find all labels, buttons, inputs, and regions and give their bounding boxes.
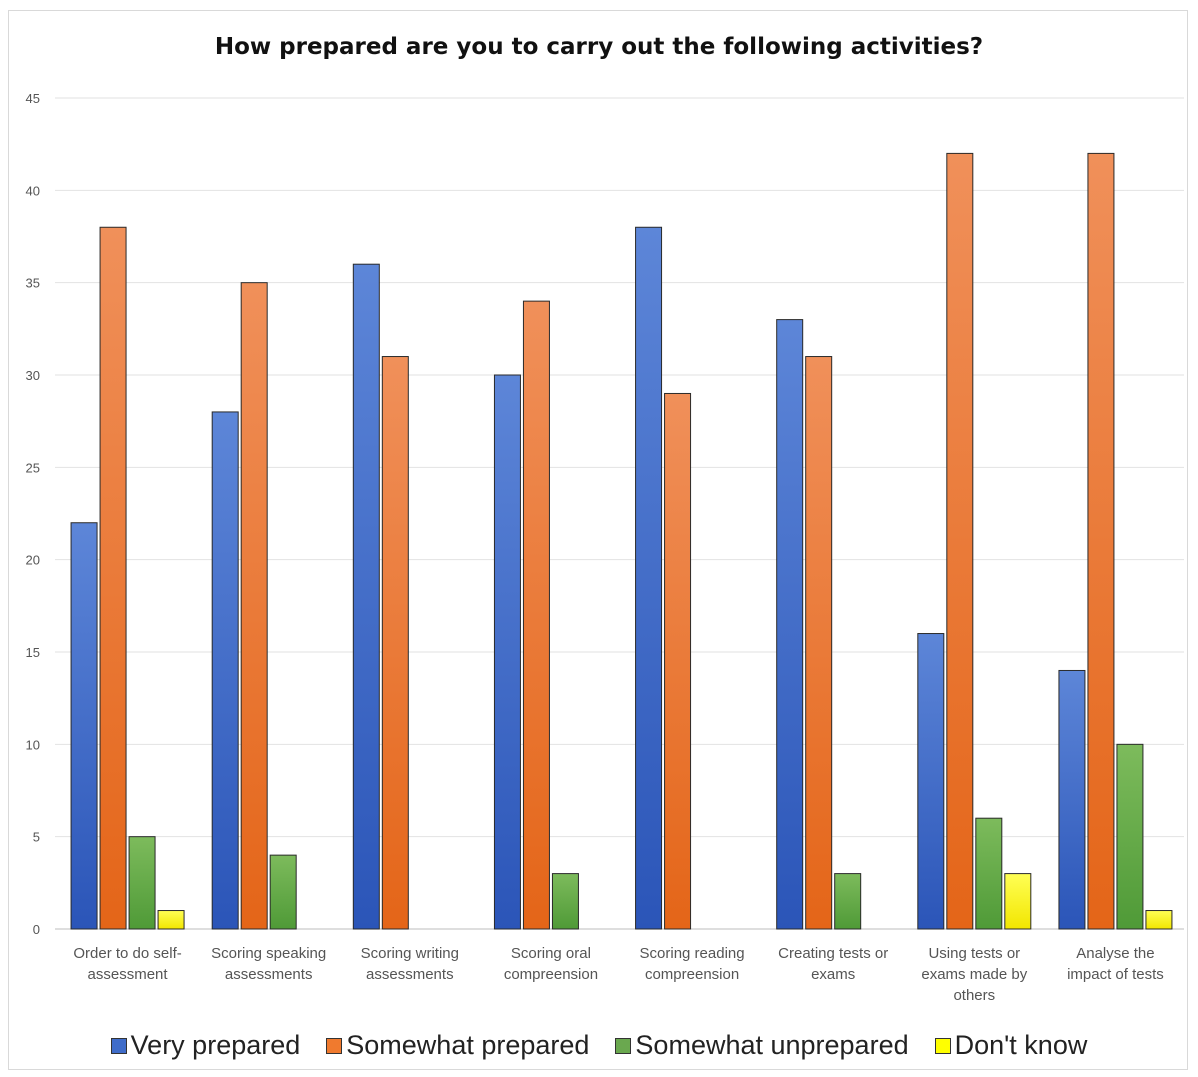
legend-item: Don't know — [934, 1030, 1088, 1061]
x-tick-label: exams made by — [921, 966, 1027, 983]
bar-somewhat-unprepared-1 — [128, 836, 156, 930]
legend-label: Very prepared — [130, 1030, 301, 1060]
bars — [70, 152, 1173, 930]
bar-somewhat-prepared-1 — [99, 226, 127, 930]
bar-very-prepared-2 — [211, 411, 239, 930]
bar-somewhat-prepared-8 — [1087, 152, 1115, 930]
bar-somewhat-prepared-7 — [946, 152, 974, 930]
x-tick-label: Scoring reading — [640, 945, 745, 962]
bar-very-prepared-5 — [635, 226, 663, 930]
y-tick-label: 20 — [26, 553, 40, 568]
bar-very-prepared-7 — [917, 633, 945, 930]
chart-title: How prepared are you to carry out the fo… — [214, 34, 984, 60]
x-tick-label: Scoring writing — [361, 945, 459, 962]
x-axis: Order to do self-assessment Scoring speak… — [73, 945, 1163, 1004]
x-tick-label: assessments — [225, 966, 313, 983]
legend: Very prepared Somewhat prepared Somewhat u… — [0, 1030, 1198, 1061]
x-tick-label: Scoring speaking — [211, 945, 326, 962]
y-tick-label: 25 — [26, 460, 40, 475]
x-tick-label: compreension — [645, 966, 739, 983]
y-tick-label: 15 — [26, 645, 40, 660]
x-tick-label: compreension — [504, 966, 598, 983]
legend-label: Don't know — [954, 1030, 1088, 1060]
bar-very-prepared-3 — [352, 263, 380, 930]
y-tick-label: 40 — [26, 183, 40, 198]
x-tick-label: Analyse the — [1076, 945, 1154, 962]
bar-somewhat-prepared-2 — [240, 282, 268, 930]
bar-don-t-know-1 — [157, 910, 185, 930]
bar-somewhat-prepared-6 — [805, 356, 833, 930]
bar-somewhat-unprepared-8 — [1116, 743, 1144, 930]
bar-somewhat-unprepared-7 — [975, 817, 1003, 930]
bar-somewhat-unprepared-4 — [551, 873, 579, 930]
bar-don-t-know-8 — [1145, 910, 1173, 930]
x-tick-label: Using tests or — [928, 945, 1020, 962]
bar-somewhat-prepared-4 — [522, 300, 550, 930]
legend-label: Somewhat unprepared — [635, 1030, 909, 1060]
legend-swatch — [615, 1037, 632, 1054]
bar-very-prepared-4 — [493, 374, 521, 930]
bar-somewhat-unprepared-2 — [269, 854, 297, 930]
bar-very-prepared-8 — [1058, 669, 1086, 930]
y-tick-label: 30 — [26, 368, 40, 383]
legend-label: Somewhat prepared — [346, 1030, 590, 1060]
y-tick-label: 5 — [33, 830, 40, 845]
x-tick-label: Scoring oral — [511, 945, 591, 962]
y-tick-label: 0 — [33, 922, 40, 937]
bar-very-prepared-6 — [776, 319, 804, 930]
x-tick-label: impact of tests — [1067, 966, 1164, 983]
y-tick-label: 10 — [26, 737, 40, 752]
legend-item: Very prepared — [110, 1030, 301, 1061]
y-axis: 0 5 10 15 20 25 30 35 40 45 — [26, 91, 40, 937]
legend-swatch — [110, 1037, 127, 1054]
legend-swatch — [326, 1037, 343, 1054]
legend-item: Somewhat unprepared — [615, 1030, 909, 1061]
legend-swatch — [934, 1037, 951, 1054]
legend-item: Somewhat prepared — [326, 1030, 589, 1061]
bar-somewhat-unprepared-6 — [834, 873, 862, 930]
x-tick-label: assessments — [366, 966, 454, 983]
y-tick-label: 35 — [26, 276, 40, 291]
x-tick-label: Order to do self- — [73, 945, 181, 962]
y-tick-label: 45 — [26, 91, 40, 106]
bar-don-t-know-7 — [1004, 873, 1032, 930]
bar-very-prepared-1 — [70, 522, 98, 930]
x-tick-label: others — [953, 987, 995, 1004]
bar-somewhat-prepared-5 — [664, 392, 692, 930]
x-tick-label: assessment — [88, 966, 169, 983]
bar-somewhat-prepared-3 — [381, 356, 409, 930]
x-tick-label: Creating tests or — [778, 945, 888, 962]
x-tick-label: exams — [811, 966, 855, 983]
